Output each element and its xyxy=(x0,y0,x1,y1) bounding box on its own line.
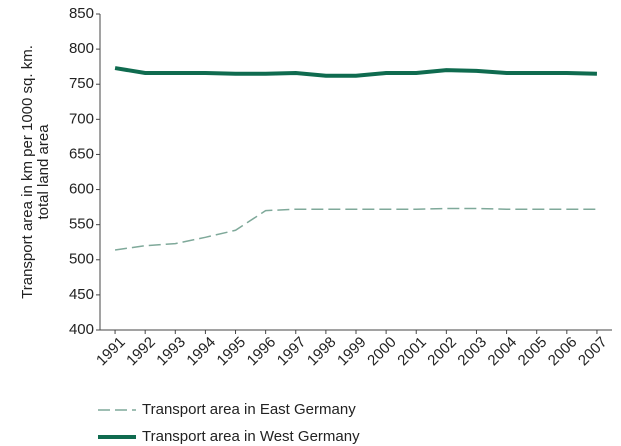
x-tick-label: 2002 xyxy=(424,334,460,370)
y-tick-label: 500 xyxy=(69,251,94,268)
x-tick-label: 1998 xyxy=(304,334,340,370)
x-tick-label: 1996 xyxy=(244,334,280,370)
y-tick-label: 750 xyxy=(69,75,94,92)
y-tick-label: 400 xyxy=(69,321,94,338)
y-axis-label: total land area xyxy=(35,124,52,220)
x-tick-label: 1994 xyxy=(183,334,219,370)
x-tick-label: 2007 xyxy=(575,334,611,370)
x-tick-label: 1995 xyxy=(214,334,250,370)
series-line xyxy=(114,207,597,251)
y-tick-label: 550 xyxy=(69,216,94,233)
y-tick-label: 700 xyxy=(69,110,94,127)
x-tick-label: 1997 xyxy=(274,334,310,370)
x-tick-label: 1992 xyxy=(123,334,159,370)
x-tick-label: 2001 xyxy=(394,334,430,370)
y-tick-label: 850 xyxy=(69,5,94,22)
y-tick-label: 650 xyxy=(69,145,94,162)
x-tick-label: 2004 xyxy=(485,334,521,370)
x-tick-label: 2005 xyxy=(515,334,551,370)
series-line xyxy=(114,66,597,78)
x-tick-label: 2000 xyxy=(364,334,400,370)
x-tick-label: 1991 xyxy=(93,334,129,370)
x-tick-label: 1993 xyxy=(153,334,189,370)
y-tick-label: 800 xyxy=(69,40,94,57)
legend-label: Transport area in West Germany xyxy=(142,428,360,445)
x-tick-label: 1999 xyxy=(334,334,370,370)
y-tick-label: 450 xyxy=(69,286,94,303)
y-axis-label: Transport area in km per 1000 sq. km. xyxy=(19,45,36,299)
x-tick-label: 2006 xyxy=(545,334,581,370)
legend-label: Transport area in East Germany xyxy=(142,401,356,418)
y-tick-label: 600 xyxy=(69,181,94,198)
x-tick-label: 2003 xyxy=(454,334,490,370)
